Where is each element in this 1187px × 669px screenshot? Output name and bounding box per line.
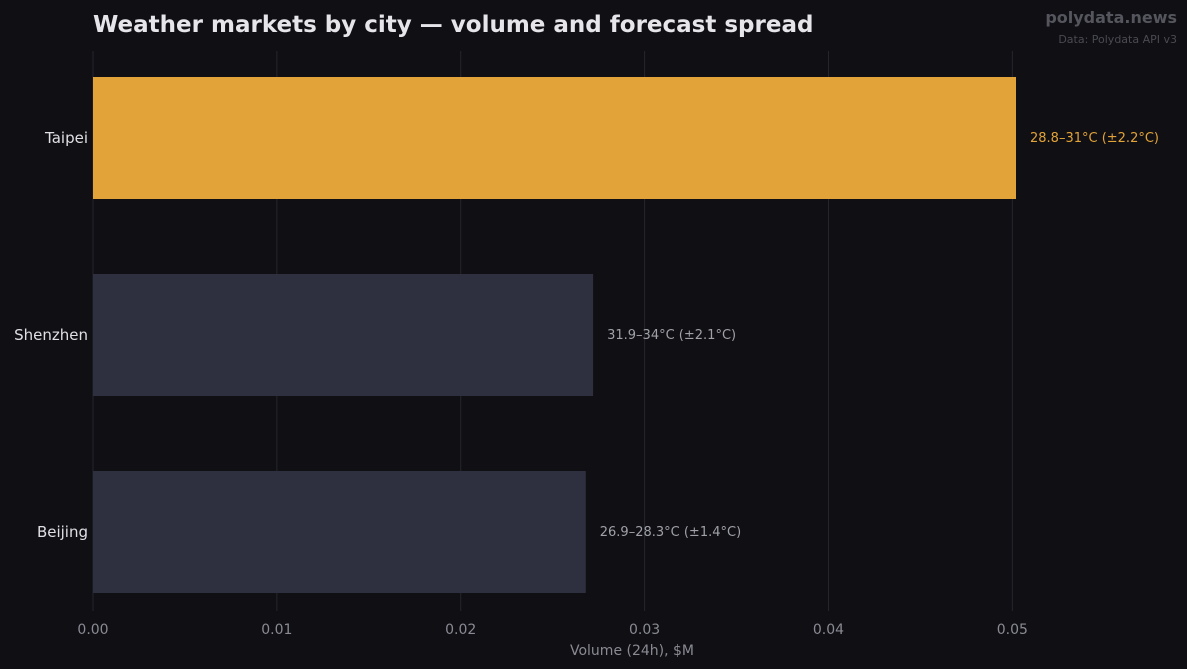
x-tick-labels: 0.00 0.01 0.02 0.03 0.04 0.05: [77, 622, 1027, 638]
category-label-taipei: Taipei: [44, 129, 88, 147]
bar-annotation-taipei: 28.8–31°C (±2.2°C): [1030, 131, 1159, 146]
bar-beijing: [93, 471, 586, 593]
bars: [93, 77, 1017, 593]
category-label-shenzhen: Shenzhen: [14, 326, 88, 344]
x-axis-label: Volume (24h), $M: [570, 643, 694, 659]
category-label-beijing: Beijing: [37, 523, 88, 541]
bar-annotations: 28.8–31°C (±2.2°C) 31.9–34°C (±2.1°C) 26.9…: [600, 131, 1159, 540]
chart-title: Weather markets by city — volume and for…: [93, 12, 813, 38]
x-tick-label: 0.05: [997, 622, 1028, 638]
x-tick-label: 0.01: [261, 622, 292, 638]
bar-annotation-shenzhen: 31.9–34°C (±2.1°C): [607, 328, 736, 343]
brand-watermark: polydata.news: [1045, 8, 1177, 27]
bar-shenzhen: [93, 274, 594, 396]
x-tick-label: 0.02: [445, 622, 476, 638]
bar-taipei: [93, 77, 1017, 199]
bar-annotation-beijing: 26.9–28.3°C (±1.4°C): [600, 525, 741, 540]
x-tick-label: 0.03: [629, 622, 660, 638]
x-tick-label: 0.00: [77, 622, 108, 638]
data-source-note: Data: Polydata API v3: [1058, 33, 1177, 46]
category-labels: Taipei Shenzhen Beijing: [14, 129, 88, 541]
x-tick-label: 0.04: [813, 622, 844, 638]
